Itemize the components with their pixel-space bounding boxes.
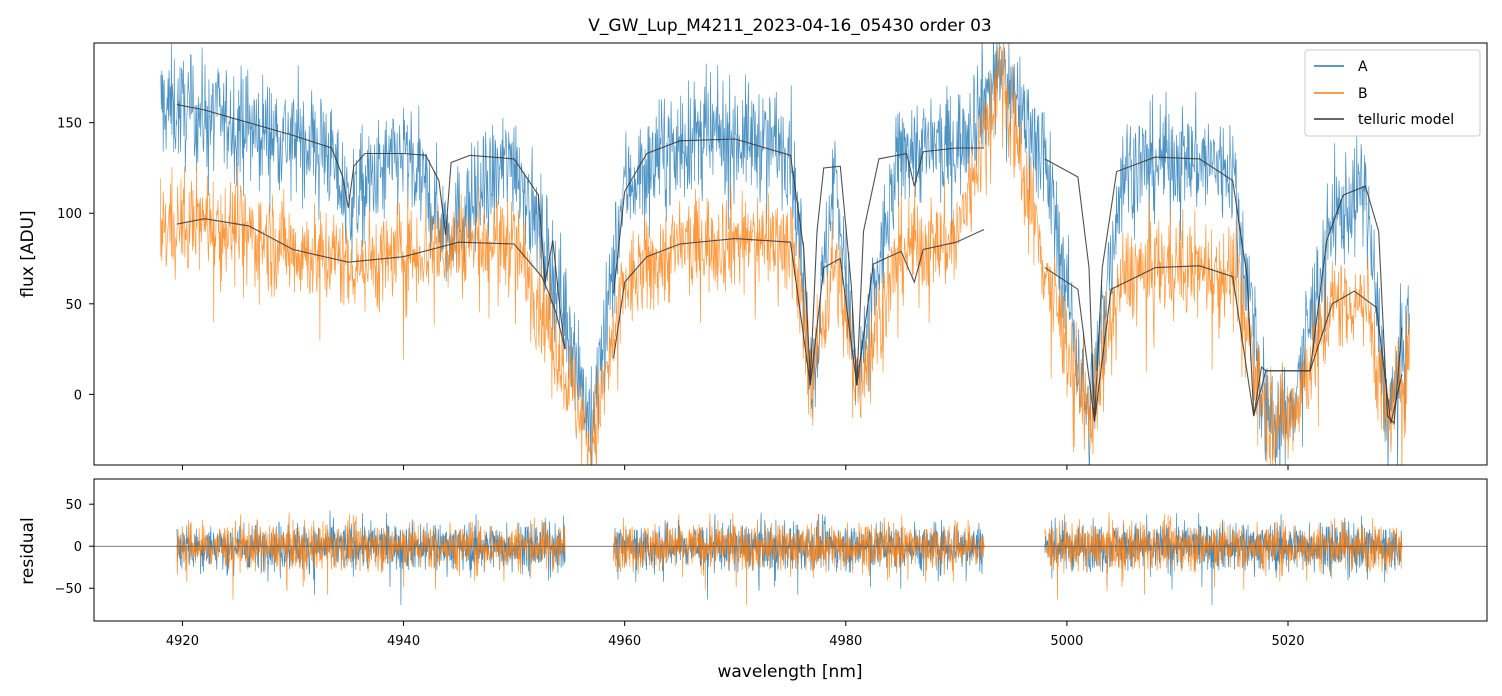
legend-label-model: telluric model [1358,112,1454,128]
legend: A B telluric model [1304,49,1481,137]
series-a-flux [159,43,1410,465]
bottom-plot-area: 50 0 −50 4920 4940 4960 4980 5000 5020 residual… [18,478,1488,682]
y-tick-label: 50 [65,298,82,313]
bottom-y-ticks: 50 0 −50 [55,498,94,597]
telluric-model-lines [176,104,1403,425]
x-tick-label: 4980 [829,634,862,649]
telluric-model-segment [613,138,984,386]
bottom-x-ticks: 4920 4940 4960 4980 5000 5020 [166,621,1305,649]
x-tick-label: 5020 [1271,634,1304,649]
top-x-ticks [181,465,1289,470]
legend-label-b: B [1358,86,1368,102]
telluric-model-segment [1044,265,1403,424]
y-tick-label: 100 [57,207,82,222]
y-tick-label: −50 [55,582,82,597]
y-tick-label: 150 [57,117,82,132]
legend-label-a: A [1358,59,1368,75]
top-plot-area: 0 50 100 150 flux [ADU] [18,42,1488,470]
telluric-model-segment [176,218,566,350]
residual-line-b [1044,512,1403,600]
top-y-ticks: 0 50 100 150 [57,117,94,403]
y-tick-label: 0 [74,388,82,403]
residual-line-b [176,512,566,600]
y-tick-label: 50 [65,498,82,513]
telluric-model-segment [176,104,566,350]
top-plot-frame [93,42,1488,466]
x-tick-label: 4940 [387,634,420,649]
x-tick-label: 5000 [1050,634,1083,649]
telluric-model-segment [613,229,985,386]
spectrum-line-a [159,43,1410,465]
x-tick-label: 4960 [608,634,641,649]
x-axis-label: wavelength [nm] [717,662,862,682]
chart-title: V_GW_Lup_M4211_2023-04-16_05430 order 03 [588,16,991,36]
residual-line-b [613,513,985,605]
series-b-flux [159,43,1410,465]
bottom-plot-frame [93,478,1488,622]
y-tick-label: 0 [74,540,82,555]
legend-box [1304,49,1481,137]
series-b-residual [176,512,1403,605]
x-tick-label: 4920 [166,634,199,649]
bottom-y-axis-label: residual [18,517,38,584]
series-a-residual [176,510,1403,605]
spectrum-line-b [159,43,1410,465]
top-y-axis-label: flux [ADU] [18,210,38,297]
